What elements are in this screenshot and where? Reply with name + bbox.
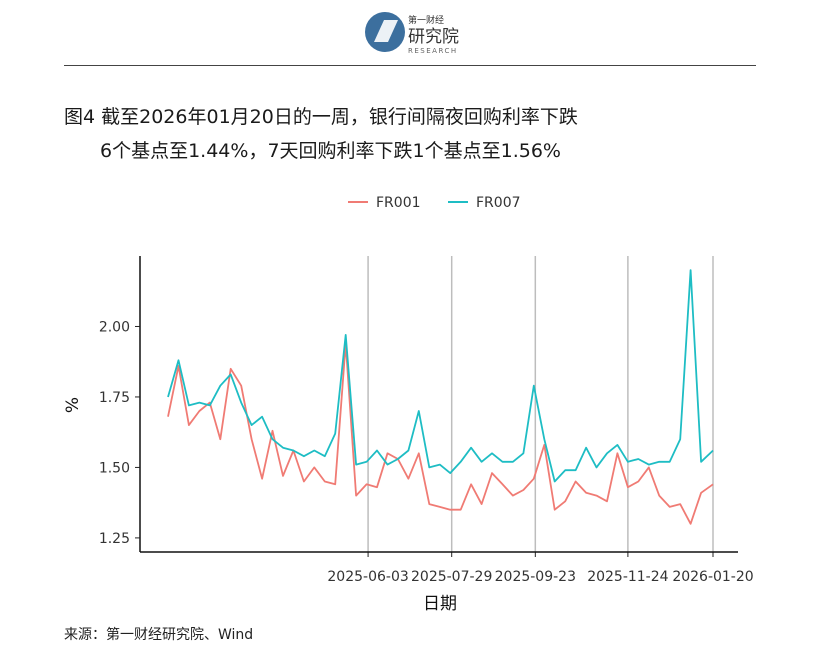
y-axis-label: % [63, 397, 83, 413]
y-tick-label: 1.75 [99, 390, 130, 406]
logo-text-line1: 第一财经 [408, 14, 444, 26]
logo-text-line2: 研究院 [408, 27, 459, 47]
header-rule [64, 65, 756, 66]
series-line-fr007 [167, 269, 714, 483]
research-institute-logo: 第一财经 研究院 RESEARCH [365, 12, 459, 55]
y-tick-label: 2.00 [99, 319, 130, 335]
series-lines [167, 269, 714, 525]
x-tick-label: 2025-06-03 [327, 569, 408, 585]
logo-text-line3: RESEARCH [408, 47, 458, 55]
legend-label-fr001: FR001 [376, 195, 421, 211]
series-line-fr001 [167, 342, 714, 525]
legend: FR001 FR007 [348, 195, 521, 211]
x-tick-label: 2026-01-20 [672, 569, 753, 585]
x-tick-label: 2025-07-29 [411, 569, 492, 585]
x-axis-label: 日期 [423, 594, 457, 614]
logo-emblem-mark [374, 20, 398, 42]
chart-title-line-1: 图4 截至2026年01月20日的一周，银行间隔夜回购利率下跌 [64, 106, 578, 128]
source-note: 来源：第一财经研究院、Wind [64, 627, 254, 643]
grid-lines [367, 256, 714, 552]
x-tick-label: 2025-11-24 [587, 569, 668, 585]
axes: 2025-06-03 2025-07-29 2025-09-23 2025-11-24… [99, 256, 754, 585]
y-tick-label: 1.25 [99, 531, 130, 547]
chart-title-line-2: 6个基点至1.44%，7天回购利率下跌1个基点至1.56% [100, 140, 561, 162]
y-tick-label: 1.50 [99, 460, 130, 476]
x-tick-label: 2025-09-23 [495, 569, 576, 585]
legend-label-fr007: FR007 [476, 195, 521, 211]
